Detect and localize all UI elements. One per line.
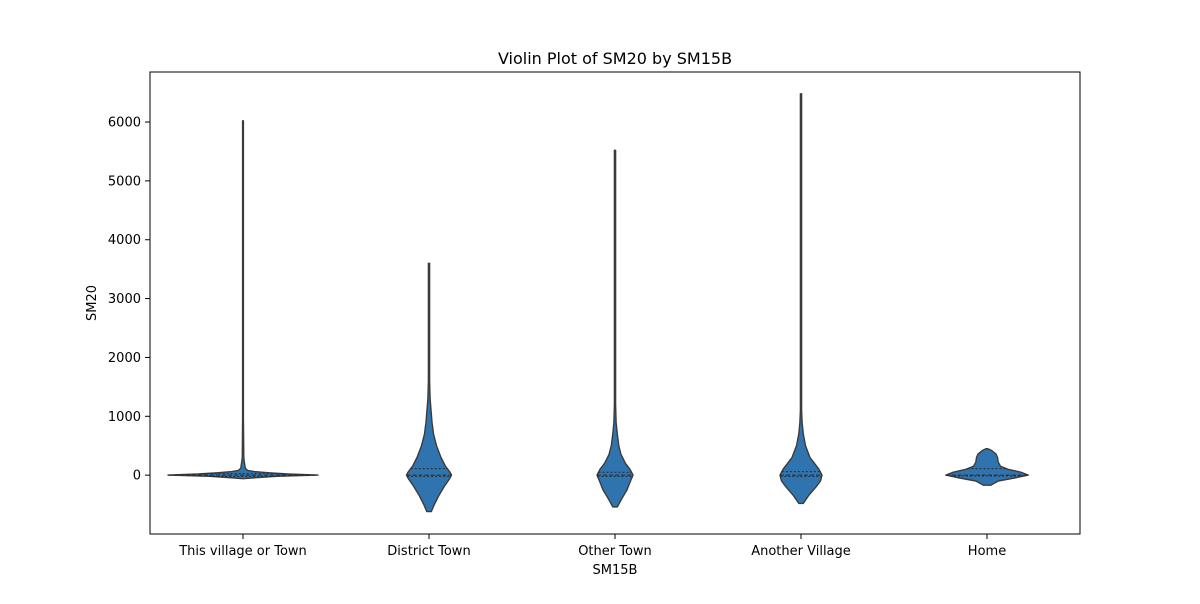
violin-other-town xyxy=(596,149,634,508)
x-tick-label: Another Village xyxy=(751,544,851,559)
violin-another-village xyxy=(779,93,823,505)
violin-body xyxy=(405,262,453,513)
y-axis-label: SM20 xyxy=(85,285,100,321)
x-tick-label: This village or Town xyxy=(178,544,307,559)
chart-title: Violin Plot of SM20 by SM15B xyxy=(498,49,732,68)
y-tick-label: 4000 xyxy=(108,233,141,248)
y-tick-label: 2000 xyxy=(108,351,141,366)
y-axis: 0 1000 2000 3000 4000 5000 6000 xyxy=(108,116,150,484)
x-tick-label: District Town xyxy=(387,544,470,559)
x-tick-label: Home xyxy=(968,544,1006,559)
plot-frame xyxy=(149,71,1081,535)
violins-layer xyxy=(167,93,1029,513)
violin-body xyxy=(779,93,823,505)
violin-body xyxy=(945,448,1029,486)
violin-body xyxy=(596,149,634,508)
y-tick-label: 5000 xyxy=(108,174,141,189)
violin-district-town xyxy=(405,262,453,513)
violin-home xyxy=(945,448,1029,486)
violin-body xyxy=(167,120,319,480)
y-tick-label: 1000 xyxy=(108,410,141,425)
x-axis-label: SM15B xyxy=(593,563,638,578)
y-tick-label: 0 xyxy=(133,469,141,484)
y-tick-label: 3000 xyxy=(108,292,141,307)
y-tick-label: 6000 xyxy=(108,116,141,131)
x-tick-label: Other Town xyxy=(578,544,652,559)
violin-this-village-or-town xyxy=(167,120,319,480)
x-axis: This village or Town District Town Other T… xyxy=(178,534,1006,559)
